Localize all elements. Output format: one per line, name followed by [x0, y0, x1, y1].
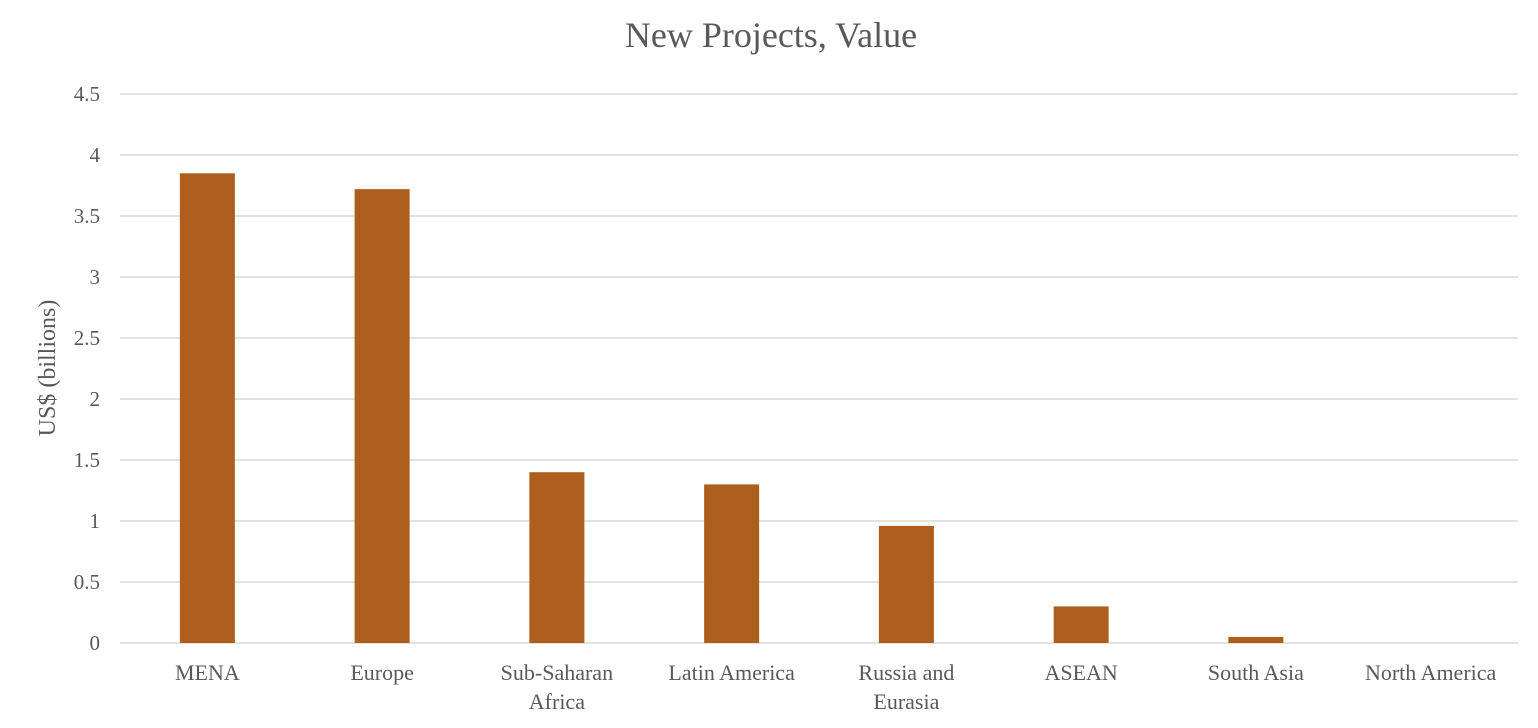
bar: [1228, 636, 1284, 643]
gridlines: [120, 93, 1518, 644]
x-tick-label: North America: [1365, 660, 1497, 685]
y-tick-label: 1: [90, 509, 101, 533]
y-tick-label: 0: [90, 631, 101, 655]
bar: [1053, 606, 1109, 643]
y-axis-label: US$ (billions): [35, 300, 61, 437]
bar: [704, 484, 760, 643]
x-tick-label-line: Africa: [529, 689, 585, 714]
bar: [179, 173, 235, 644]
y-tick-label: 1.5: [74, 448, 100, 472]
x-tick-label-line: South Asia: [1208, 660, 1304, 685]
x-tick-label-line: Russia and: [858, 660, 954, 685]
y-tick-label: 3.5: [74, 204, 100, 228]
x-tick-label-line: ASEAN: [1044, 660, 1117, 685]
y-tick-label: 4.5: [74, 82, 100, 106]
y-tick-label: 0.5: [74, 570, 100, 594]
x-tick-label: Latin America: [668, 660, 795, 685]
x-tick-label-line: Sub-Saharan: [501, 660, 613, 685]
x-tick-label-line: Latin America: [668, 660, 795, 685]
x-tick-label: South Asia: [1208, 660, 1304, 685]
bars: [179, 173, 1284, 644]
bar: [878, 525, 934, 643]
x-axis-category-labels: MENA Europe Sub-Saharan Africa Latin America…: [175, 660, 1497, 714]
y-tick-label: 4: [90, 143, 101, 167]
x-tick-label: Sub-Saharan Africa: [501, 660, 613, 714]
x-tick-label: ASEAN: [1044, 660, 1117, 685]
x-tick-label-line: Europe: [350, 660, 414, 685]
y-tick-label: 2: [90, 387, 101, 411]
y-axis-ticks: 0 0.5 1 1.5 2 2.5 3 3.5 4 4.5: [74, 82, 101, 655]
bar: [354, 189, 410, 643]
x-tick-label-line: MENA: [175, 660, 240, 685]
y-tick-label: 2.5: [74, 326, 100, 350]
bar: [529, 472, 585, 643]
x-tick-label: Russia and Eurasia: [858, 660, 954, 714]
x-tick-label-line: North America: [1365, 660, 1497, 685]
x-tick-label: Europe: [350, 660, 414, 685]
x-tick-label-line: Eurasia: [873, 689, 939, 714]
x-tick-label: MENA: [175, 660, 240, 685]
chart-title: New Projects, Value: [625, 15, 917, 55]
y-tick-label: 3: [90, 265, 101, 289]
